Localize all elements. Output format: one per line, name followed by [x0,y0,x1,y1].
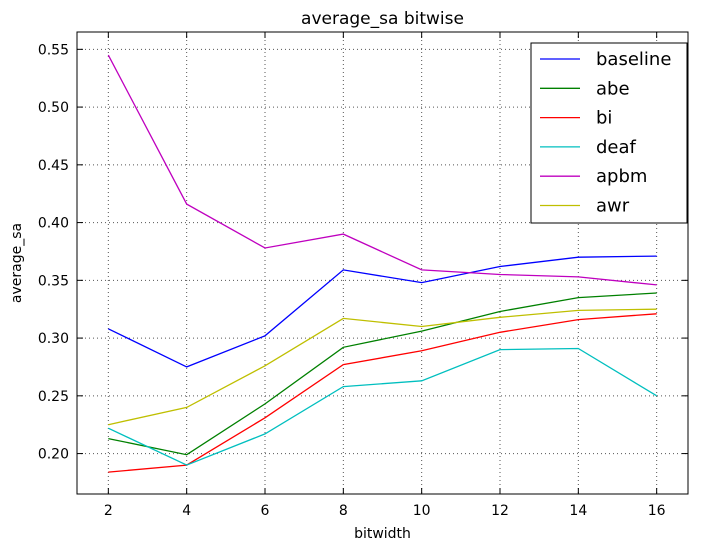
x-tick-label: 16 [648,503,666,519]
grid [77,32,688,494]
series-line-bi [108,313,657,473]
legend: baseline abe bi deaf apbm awr [530,42,688,224]
plot-frame [76,31,689,495]
y-tick-label: 0.30 [38,331,69,347]
legend-label-deaf: deaf [596,137,637,158]
chart-title: average_sa bitwise [301,9,464,29]
legend-label-awr: awr [596,196,630,217]
series-line-deaf [108,347,658,466]
x-tick-label: 6 [261,503,270,519]
legend-label-abe: abe [596,78,630,99]
y-tick-label: 0.45 [38,158,69,174]
series-line-awr [108,308,657,426]
x-tick-label: 4 [182,503,191,519]
legend-label-apbm: apbm [596,166,647,187]
legend-label-bi: bi [596,108,612,129]
x-tick-label: 10 [413,503,431,519]
y-tick-label: 0.35 [38,273,69,289]
x-tick-label: 8 [339,503,348,519]
legend-label-baseline: baseline [596,49,671,70]
x-tick-label: 2 [104,503,113,519]
y-tick-label: 0.25 [38,389,69,405]
x-tick-label: 12 [491,503,509,519]
series-line-baseline [108,255,657,368]
series-line-abe [108,292,657,456]
axis-ticks: 2 4 6 8 10 12 14 16 0.20 0.25 0.30 0.35 0.40 0.45 0.50… [38,32,688,519]
y-tick-label: 0.20 [38,447,69,463]
series-lines [107,54,658,473]
y-tick-label: 0.40 [38,216,69,232]
x-tick-label: 14 [569,503,587,519]
legend-box [530,42,688,224]
y-tick-label: 0.50 [38,100,69,116]
series-line-apbm [107,54,657,286]
y-axis-label: average_sa [9,223,25,303]
y-tick-label: 0.55 [38,42,69,58]
x-axis-label: bitwidth [354,526,411,542]
